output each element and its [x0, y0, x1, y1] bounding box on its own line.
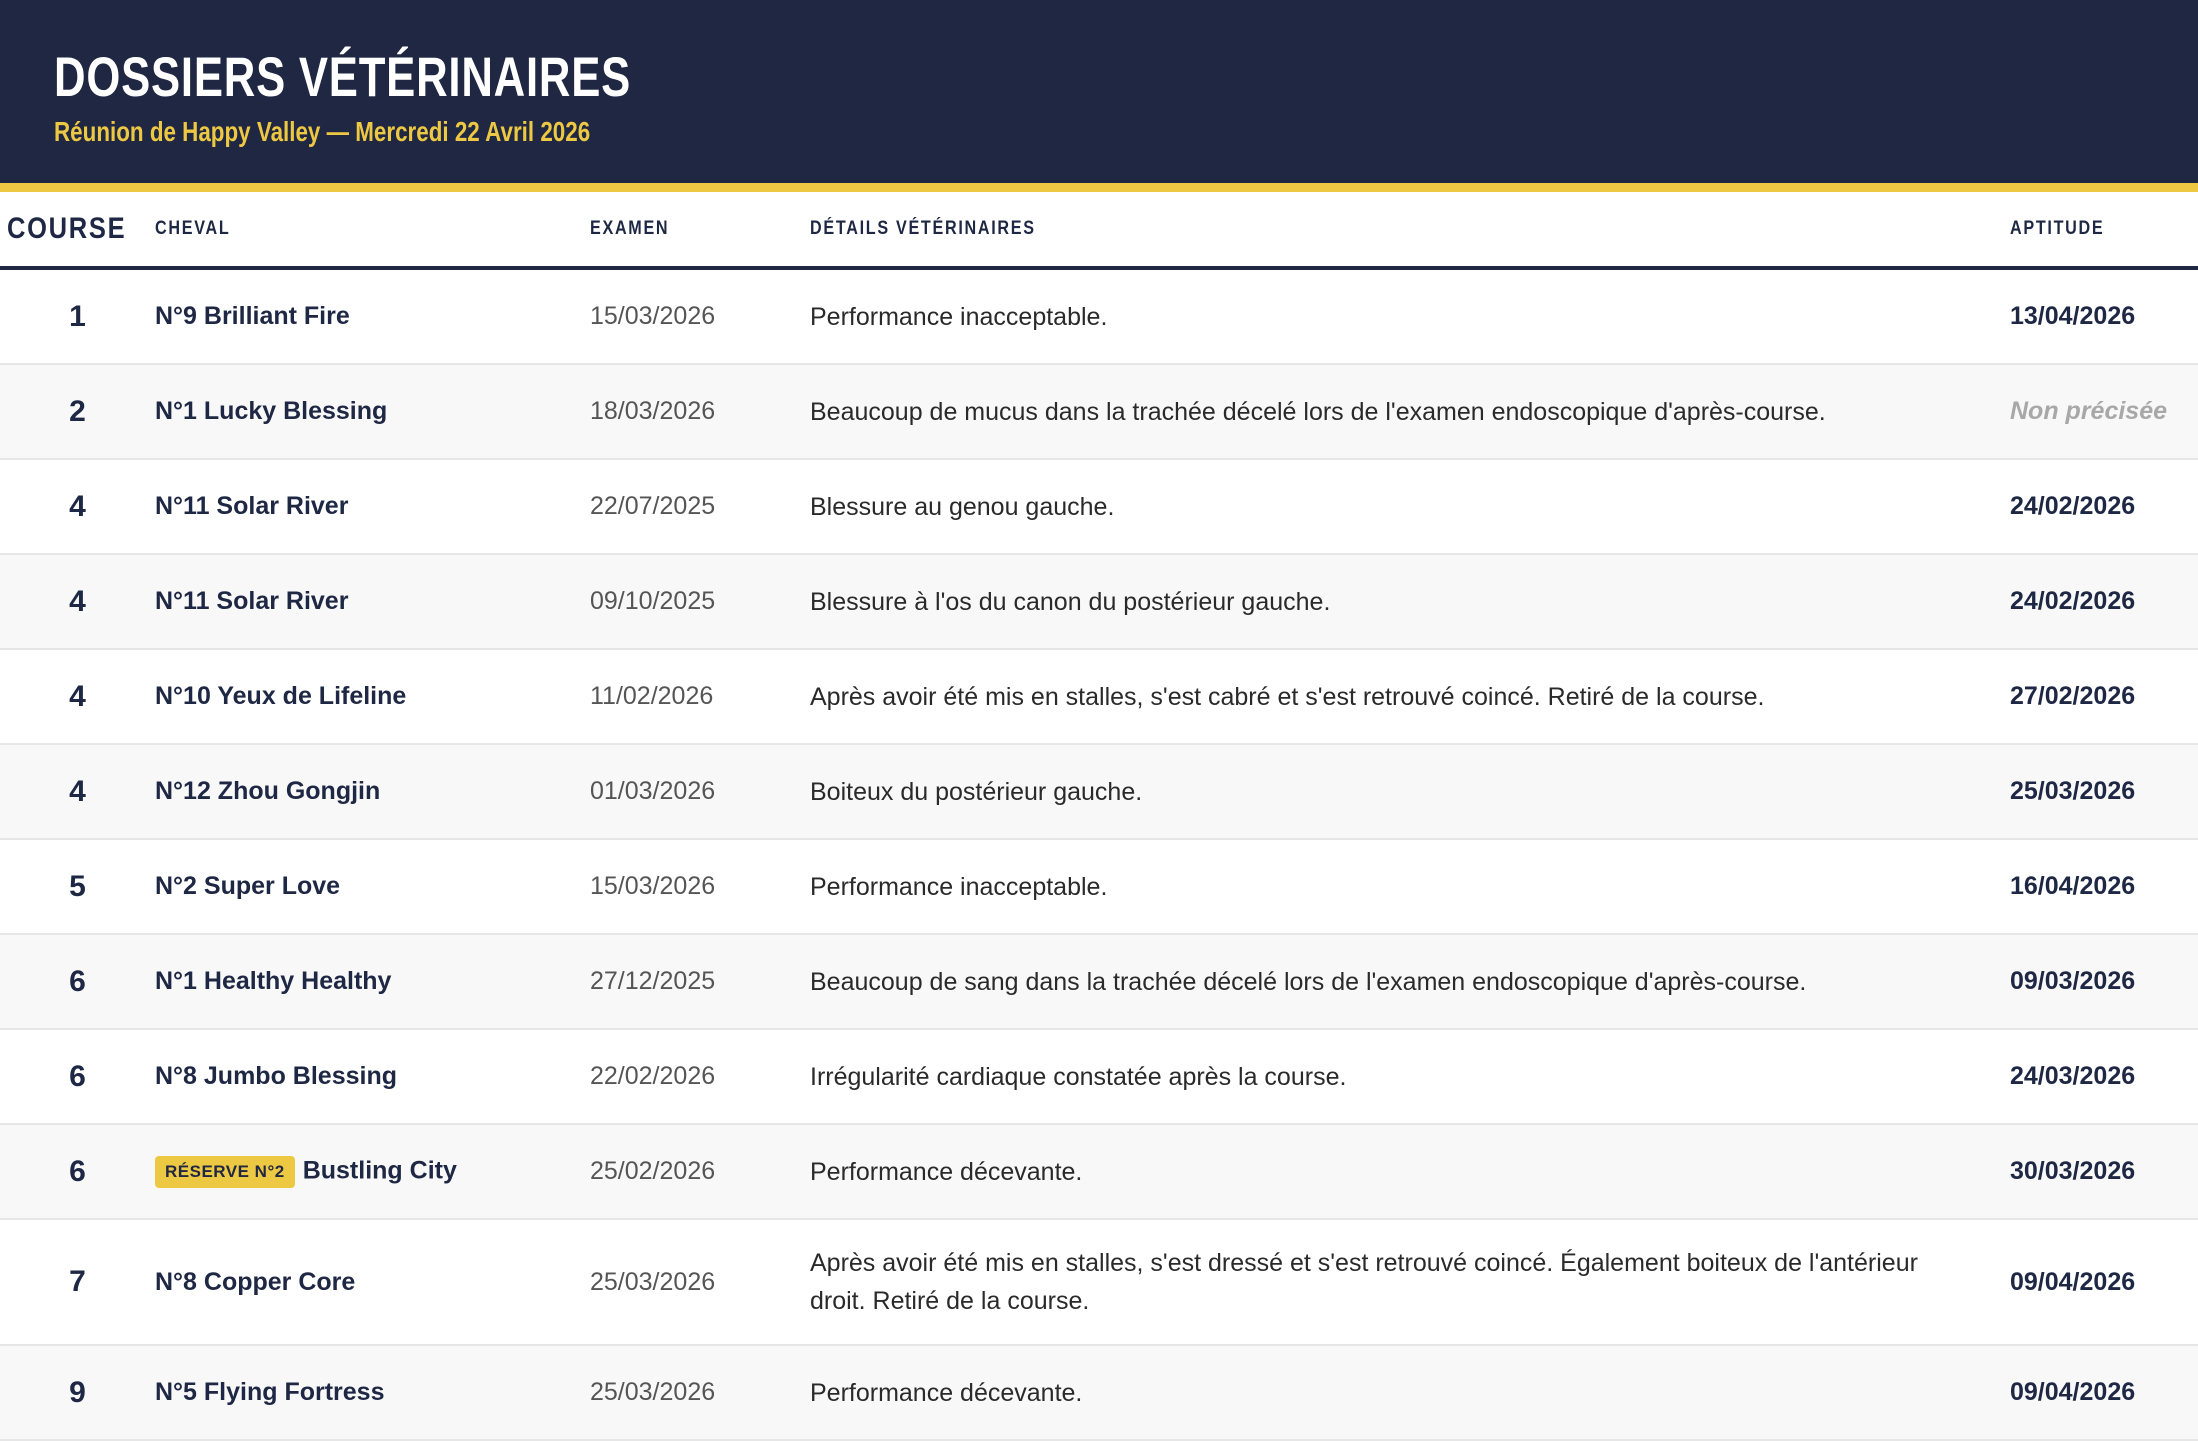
cell-aptitude: 13/04/2026	[2010, 268, 2198, 365]
vet-records-table: COURSE CHEVAL EXAMEN DÉTAILS VÉTÉRINAIRE…	[0, 192, 2198, 1441]
cell-exam-date: 25/03/2026	[590, 1219, 810, 1346]
horse-name: N°9 Brilliant Fire	[155, 302, 350, 330]
cell-course: 4	[0, 649, 155, 745]
cell-horse: N°9 Brilliant Fire	[155, 268, 590, 365]
page-header: DOSSIERS VÉTÉRINAIRES Réunion de Happy V…	[0, 0, 2198, 192]
table-row: 9 N°5 Flying Fortress 25/03/2026 Performanc…	[0, 1345, 2198, 1441]
cell-aptitude: 24/03/2026	[2010, 1029, 2198, 1125]
cell-course: 9	[0, 1345, 155, 1441]
cell-horse: N°11 Solar River	[155, 459, 590, 555]
column-header-details: DÉTAILS VÉTÉRINAIRES	[810, 192, 2010, 270]
page-title: DOSSIERS VÉTÉRINAIRES	[54, 45, 632, 108]
horse-name: N°8 Jumbo Blessing	[155, 1062, 397, 1090]
table-row: 4 N°12 Zhou Gongjin 01/03/2026 Boiteux du p…	[0, 744, 2198, 840]
cell-horse: N°12 Zhou Gongjin	[155, 744, 590, 840]
column-header-horse: CHEVAL	[155, 192, 590, 270]
column-header-course: COURSE	[0, 192, 155, 270]
cell-exam-date: 11/02/2026	[590, 649, 810, 745]
column-header-aptitude: APTITUDE	[2010, 192, 2198, 270]
table-row: 5 N°2 Super Love 15/03/2026 Performance ina…	[0, 839, 2198, 935]
cell-horse: N°2 Super Love	[155, 839, 590, 935]
cell-aptitude: 16/04/2026	[2010, 839, 2198, 935]
table-row: 2 N°1 Lucky Blessing 18/03/2026 Beaucoup de…	[0, 364, 2198, 460]
cell-course: 5	[0, 839, 155, 935]
horse-name: N°12 Zhou Gongjin	[155, 777, 381, 805]
horse-name: N°11 Solar River	[155, 492, 349, 520]
cell-course: 7	[0, 1219, 155, 1346]
table-row: 7 N°8 Copper Core 25/03/2026 Après avoir ét…	[0, 1219, 2198, 1346]
horse-name: N°11 Solar River	[155, 587, 349, 615]
cell-details: Boiteux du postérieur gauche.	[810, 744, 2010, 840]
page-subtitle: Réunion de Happy Valley — Mercredi 22 Av…	[54, 116, 591, 147]
cell-exam-date: 15/03/2026	[590, 268, 810, 365]
cell-horse: N°8 Jumbo Blessing	[155, 1029, 590, 1125]
horse-name: N°2 Super Love	[155, 872, 341, 900]
cell-course: 2	[0, 364, 155, 460]
cell-exam-date: 25/03/2026	[590, 1345, 810, 1441]
reserve-badge: RÉSERVE N°2	[155, 1155, 295, 1188]
cell-details: Après avoir été mis en stalles, s'est ca…	[810, 649, 2010, 745]
cell-details: Beaucoup de mucus dans la trachée décelé…	[810, 364, 2010, 460]
cell-aptitude: 09/04/2026	[2010, 1345, 2198, 1441]
cell-aptitude: 30/03/2026	[2010, 1124, 2198, 1220]
table-row: 6 N°1 Healthy Healthy 27/12/2025 Beaucoup d…	[0, 934, 2198, 1030]
horse-name: N°1 Healthy Healthy	[155, 967, 392, 995]
table-header-row: COURSE CHEVAL EXAMEN DÉTAILS VÉTÉRINAIRE…	[0, 192, 2198, 270]
cell-details: Beaucoup de sang dans la trachée décelé …	[810, 934, 2010, 1030]
cell-aptitude: 09/03/2026	[2010, 934, 2198, 1030]
cell-exam-date: 25/02/2026	[590, 1124, 810, 1220]
cell-course: 4	[0, 459, 155, 555]
table-row: 6 N°8 Jumbo Blessing 22/02/2026 Irrégularit…	[0, 1029, 2198, 1125]
cell-details: Irrégularité cardiaque constatée après l…	[810, 1029, 2010, 1125]
cell-aptitude: 24/02/2026	[2010, 459, 2198, 555]
cell-aptitude: 25/03/2026	[2010, 744, 2198, 840]
table-row: 1 N°9 Brilliant Fire 15/03/2026 Performance…	[0, 268, 2198, 365]
cell-horse: RÉSERVE N°2 Bustling City	[155, 1124, 590, 1220]
horse-name: N°8 Copper Core	[155, 1267, 356, 1296]
cell-exam-date: 22/02/2026	[590, 1029, 810, 1125]
table-row: 4 N°11 Solar River 22/07/2025 Blessure au g…	[0, 459, 2198, 555]
cell-exam-date: 01/03/2026	[590, 744, 810, 840]
cell-details: Performance décevante.	[810, 1345, 2010, 1441]
horse-name: N°10 Yeux de Lifeline	[155, 682, 407, 710]
cell-details: Performance inacceptable.	[810, 839, 2010, 935]
cell-course: 6	[0, 1124, 155, 1220]
cell-course: 1	[0, 268, 155, 365]
cell-exam-date: 15/03/2026	[590, 839, 810, 935]
cell-course: 6	[0, 1029, 155, 1125]
column-header-exam: EXAMEN	[590, 192, 810, 270]
cell-details: Blessure au genou gauche.	[810, 459, 2010, 555]
cell-horse: N°1 Healthy Healthy	[155, 934, 590, 1030]
cell-exam-date: 22/07/2025	[590, 459, 810, 555]
cell-exam-date: 18/03/2026	[590, 364, 810, 460]
horse-name: N°5 Flying Fortress	[155, 1378, 385, 1406]
cell-details: Blessure à l'os du canon du postérieur g…	[810, 554, 2010, 650]
cell-aptitude: 24/02/2026	[2010, 554, 2198, 650]
cell-horse: N°1 Lucky Blessing	[155, 364, 590, 460]
horse-name: Bustling City	[302, 1156, 457, 1185]
cell-horse: N°11 Solar River	[155, 554, 590, 650]
cell-aptitude: Non précisée	[2010, 364, 2198, 460]
cell-details: Performance décevante.	[810, 1124, 2010, 1220]
cell-horse: N°8 Copper Core	[155, 1219, 590, 1346]
cell-horse: N°5 Flying Fortress	[155, 1345, 590, 1441]
cell-aptitude: 27/02/2026	[2010, 649, 2198, 745]
cell-course: 4	[0, 744, 155, 840]
horse-name: N°1 Lucky Blessing	[155, 397, 388, 425]
cell-aptitude: 09/04/2026	[2010, 1219, 2198, 1346]
table-row: 4 N°10 Yeux de Lifeline 11/02/2026 Après av…	[0, 649, 2198, 745]
cell-details: Après avoir été mis en stalles, s'est dr…	[810, 1219, 2010, 1346]
cell-course: 4	[0, 554, 155, 650]
table-row: 4 N°11 Solar River 09/10/2025 Blessure à l'…	[0, 554, 2198, 650]
cell-exam-date: 27/12/2025	[590, 934, 810, 1030]
cell-exam-date: 09/10/2025	[590, 554, 810, 650]
cell-course: 6	[0, 934, 155, 1030]
cell-details: Performance inacceptable.	[810, 268, 2010, 365]
table-row: 6 RÉSERVE N°2 Bustling City 25/02/2026 Perfo…	[0, 1124, 2198, 1220]
cell-horse: N°10 Yeux de Lifeline	[155, 649, 590, 745]
